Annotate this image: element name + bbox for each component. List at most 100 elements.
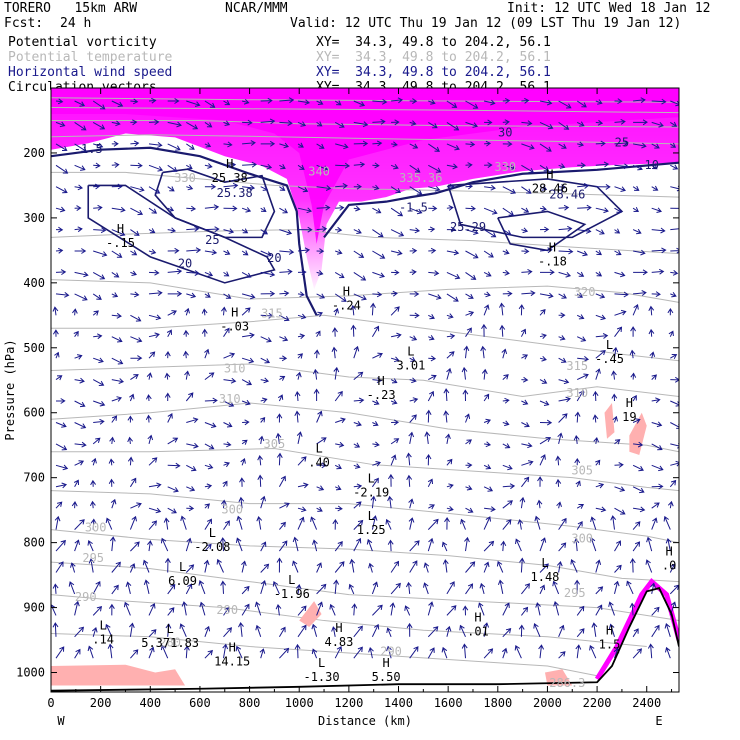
wind-vector-783 [68, 581, 76, 595]
wind-vector-589 [257, 454, 263, 466]
wind-vector-392 [391, 332, 402, 339]
wind-vector-890 [160, 644, 169, 659]
wind-vector-798 [348, 583, 355, 595]
wind-vector-84 [353, 140, 369, 147]
wind-vector-332 [539, 292, 554, 299]
wind-vector-44 [242, 119, 253, 126]
wind-vector-769 [442, 559, 449, 573]
extremum-value-24: -1.30 [303, 670, 339, 684]
wind-vector-164 [577, 183, 590, 189]
wind-vector-125 [484, 162, 493, 169]
wind-vector-646 [55, 501, 63, 509]
wind-vector-158 [465, 183, 474, 190]
wind-vector-37 [111, 120, 121, 127]
wind-vector-805 [479, 582, 486, 595]
wind-vector-740 [539, 537, 547, 552]
wind-vector-2 [92, 100, 106, 110]
wind-vector-219 [335, 226, 343, 233]
wind-vector-879 [591, 622, 598, 637]
extremum-value-12: 1.25 [357, 523, 386, 537]
extremum-value-11: -2.19 [353, 486, 389, 500]
plot-area: 340 335.36 330 315 310 310 310 315 305 305 300 300 3… [51, 88, 679, 692]
wind-vector-401 [558, 335, 566, 341]
wind-vector-296 [502, 269, 510, 276]
wind-vector-845 [595, 604, 603, 616]
wind-vector-40 [167, 121, 182, 128]
x-end-left-label: W [57, 714, 65, 728]
theta-label-19: 330 [494, 160, 516, 174]
wind-vector-638 [537, 476, 543, 487]
wind-vector-686 [163, 517, 170, 530]
wind-vector-644 [651, 483, 664, 490]
wind-vector-144 [204, 183, 217, 190]
wind-vector-301 [595, 271, 603, 277]
wind-vector-310 [130, 291, 140, 298]
wind-vector-459 [372, 377, 383, 384]
wind-vector-379 [148, 332, 160, 339]
wind-vector-854 [129, 622, 135, 637]
wind-vector-288 [353, 271, 367, 281]
wind-vector-76 [204, 142, 212, 148]
wind-vector-759 [260, 563, 270, 573]
wind-vector-839 [478, 602, 485, 616]
wind-vector-34 [55, 121, 66, 128]
wind-vector-320 [316, 293, 326, 299]
wind-vector-669 [484, 506, 496, 512]
wind-vector-278 [167, 268, 183, 275]
wind-vector-276 [130, 270, 137, 276]
wind-vector-424 [353, 345, 360, 359]
wind-vector-648 [89, 500, 96, 509]
wind-vector-5 [148, 97, 157, 104]
wind-vector-884 [55, 646, 65, 659]
wind-vector-375 [73, 330, 79, 337]
wind-vector-426 [390, 356, 400, 363]
extremum-value-6: -.45 [595, 352, 624, 366]
wind-vector-294 [465, 271, 477, 280]
wind-vector-151 [335, 183, 348, 189]
wind-vector-647 [71, 501, 78, 509]
theta-contour-0 [51, 97, 679, 103]
wind-vector-838 [462, 605, 469, 616]
wind-vector-313 [186, 292, 197, 299]
theta-label-8: 305 [264, 437, 286, 451]
wind-vector-136 [55, 186, 68, 194]
wind-vector-163 [558, 184, 567, 190]
wind-vector-192 [465, 205, 476, 212]
wind-vector-190 [428, 205, 438, 212]
x-tick-label-6: 1200 [334, 696, 363, 710]
wind-vector-270 [651, 247, 667, 254]
wind-vector-114 [279, 164, 286, 170]
wind-vector-89 [446, 143, 460, 151]
wind-vector-657 [260, 495, 266, 509]
extremum-value-4: 3.01 [396, 358, 425, 372]
wind-vector-315 [223, 293, 232, 299]
wind-vector-215 [260, 229, 268, 235]
y-tick-label-0: 200 [23, 146, 45, 160]
wind-vector-562 [390, 438, 400, 445]
wind-vector-789 [185, 583, 193, 595]
wind-vector-775 [556, 560, 563, 573]
wind-vector-195 [521, 207, 530, 213]
wind-vector-105 [111, 162, 120, 168]
wind-vector-681 [74, 519, 85, 530]
theta-contour-8 [51, 363, 679, 398]
wind-vector-666 [428, 504, 435, 510]
wind-vector-203 [670, 207, 679, 209]
wind-vector-46 [279, 120, 293, 126]
wind-vector-99 [633, 142, 647, 149]
wind-vector-141 [148, 186, 161, 194]
wind-vector-765 [368, 562, 374, 573]
wind-vector-175 [148, 207, 158, 214]
wind-vector-594 [353, 463, 361, 469]
wind-vector-370 [614, 309, 627, 316]
wind-vector-903 [409, 646, 419, 659]
wind-vector-559 [335, 441, 345, 448]
wind-vector-373 [667, 307, 674, 316]
theta-label-5: 310 [219, 392, 241, 406]
wind-vector-493 [372, 399, 380, 405]
wind-vector-275 [111, 271, 120, 278]
wind-vector-614 [90, 479, 97, 487]
wind-vector-690 [236, 515, 243, 530]
wind-vector-896 [279, 647, 290, 659]
wind-vector-853 [105, 623, 113, 638]
